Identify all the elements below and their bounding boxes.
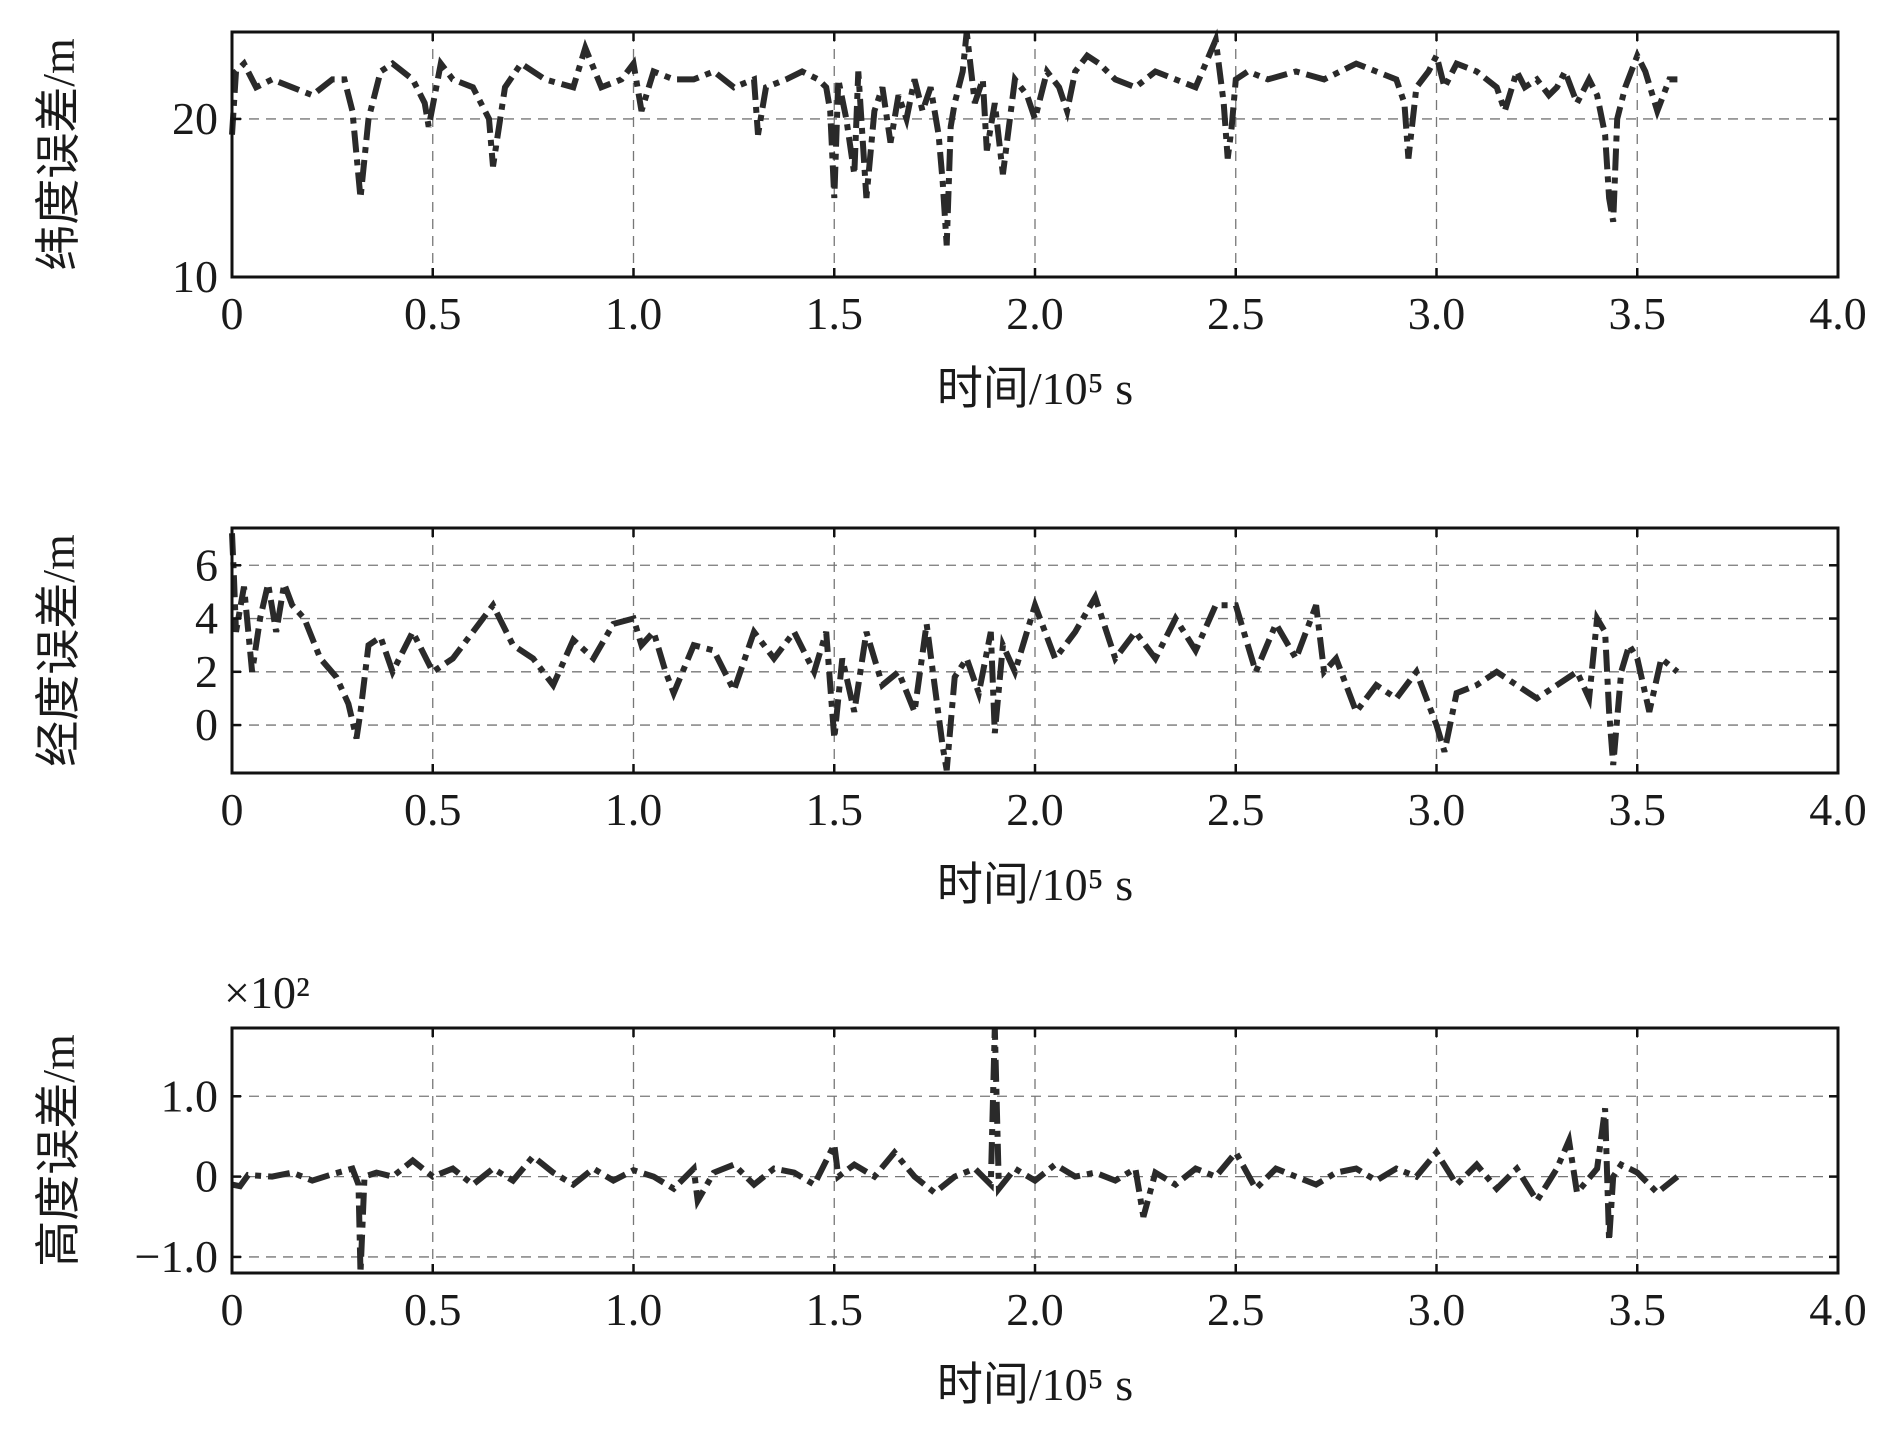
x-tick-label: 1.0 — [605, 784, 663, 835]
x-axis-label: 时间/10⁵ s — [937, 363, 1133, 414]
x-tick-label: 2.0 — [1006, 1284, 1064, 1335]
x-tick-label: 2.5 — [1207, 1284, 1265, 1335]
altitude-error-panel: 0 0.5 1.0 1.5 2.0 2.5 3.0 3.5 4.0−1.001.0时间/10⁵ … — [33, 967, 1867, 1410]
y-tick-label: 1.0 — [161, 1070, 219, 1121]
x-axis-label: 时间/10⁵ s — [937, 859, 1133, 910]
series-line — [229, 28, 1678, 246]
y-axis-label: 纬度误差/m — [33, 38, 84, 271]
x-tick-label: 1.0 — [605, 1284, 663, 1335]
x-tick-label: 4.0 — [1809, 784, 1867, 835]
y-tick-label: 10 — [172, 251, 218, 302]
y-tick-label: 2 — [195, 646, 218, 697]
x-tick-label: 4.0 — [1809, 288, 1867, 339]
y-tick-label: −1.0 — [135, 1231, 218, 1282]
x-tick-label: 3.0 — [1408, 1284, 1466, 1335]
y-axis-label: 高度误差/m — [33, 1034, 84, 1267]
x-tick-label: 1.5 — [806, 1284, 864, 1335]
x-tick-label: 0 — [221, 288, 244, 339]
x-tick-label: 0.5 — [404, 288, 462, 339]
y-tick-label: 20 — [172, 93, 218, 144]
y-tick-label: 0 — [195, 1151, 218, 1202]
x-tick-label: 3.0 — [1408, 784, 1466, 835]
x-axis-label: 时间/10⁵ s — [937, 1359, 1133, 1410]
x-tick-label: 3.0 — [1408, 288, 1466, 339]
x-tick-label: 4.0 — [1809, 1284, 1867, 1335]
x-tick-label: 2.5 — [1207, 784, 1265, 835]
x-tick-label: 2.5 — [1207, 288, 1265, 339]
series-line — [229, 533, 1680, 771]
x-tick-label: 0 — [221, 1284, 244, 1335]
y-tick-label: 6 — [195, 539, 218, 590]
x-tick-label: 2.0 — [1006, 288, 1064, 339]
x-tick-label: 1.5 — [806, 288, 864, 339]
latitude-error-panel: 0 0.5 1.0 1.5 2.0 2.5 3.0 3.5 4.0 10 20 时间/10⁵ s 纬度误… — [33, 28, 1867, 414]
y-multiplier-label: ×10² — [224, 967, 310, 1018]
x-tick-label: 0.5 — [404, 784, 462, 835]
x-tick-label: 3.5 — [1609, 288, 1667, 339]
series-line — [231, 1027, 1680, 1274]
y-axis-label: 经度误差/m — [33, 534, 84, 767]
y-tick-label: 4 — [195, 593, 218, 644]
x-tick-label: 1.0 — [605, 288, 663, 339]
x-tick-label: 3.5 — [1609, 1284, 1667, 1335]
x-tick-label: 3.5 — [1609, 784, 1667, 835]
x-tick-label: 2.0 — [1006, 784, 1064, 835]
x-tick-label: 0 — [221, 784, 244, 835]
x-tick-label: 1.5 — [806, 784, 864, 835]
y-tick-label: 0 — [195, 699, 218, 750]
x-tick-label: 0.5 — [404, 1284, 462, 1335]
